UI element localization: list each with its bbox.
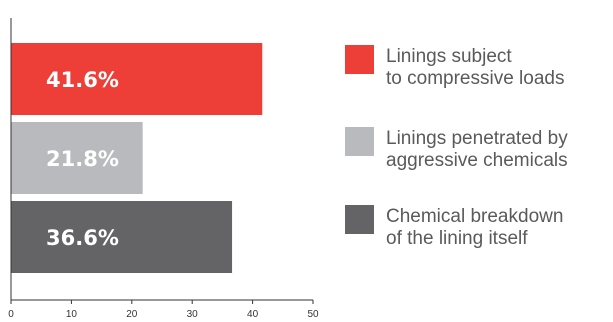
bar-1	[11, 43, 263, 115]
x-tick-label-0: 0	[8, 309, 14, 320]
legend-label-3-line-1: Chemical breakdown	[386, 206, 563, 227]
x-tick-label-10: 10	[66, 309, 78, 320]
bar-value-label-1: 41.6%	[46, 68, 119, 92]
x-axis: 0 10 20 30 40 50	[8, 18, 319, 320]
legend-label-2-line-1: Linings penetrated by	[386, 128, 568, 149]
legend-label-1-line-1: Linings subject	[386, 46, 512, 67]
legend-label-1-line-2: to compressive loads	[386, 68, 564, 89]
bar-value-label-2: 21.8%	[46, 147, 119, 171]
bar-3	[11, 201, 233, 273]
bars-group: 41.6% 21.8% 36.6%	[11, 43, 263, 273]
x-tick-label-20: 20	[126, 309, 138, 320]
legend-label-2-line-2: aggressive chemicals	[386, 150, 568, 171]
legend-swatch-1	[345, 45, 374, 74]
legend-swatch-2	[345, 127, 374, 156]
legend-label-3-line-2: of the lining itself	[386, 228, 528, 249]
bar-2	[11, 122, 143, 194]
legend-swatch-3	[345, 205, 374, 234]
bar-value-label-3: 36.6%	[46, 226, 119, 250]
x-tick-label-40: 40	[247, 309, 259, 320]
x-tick-label-50: 50	[307, 309, 319, 320]
x-tick-label-30: 30	[187, 309, 199, 320]
